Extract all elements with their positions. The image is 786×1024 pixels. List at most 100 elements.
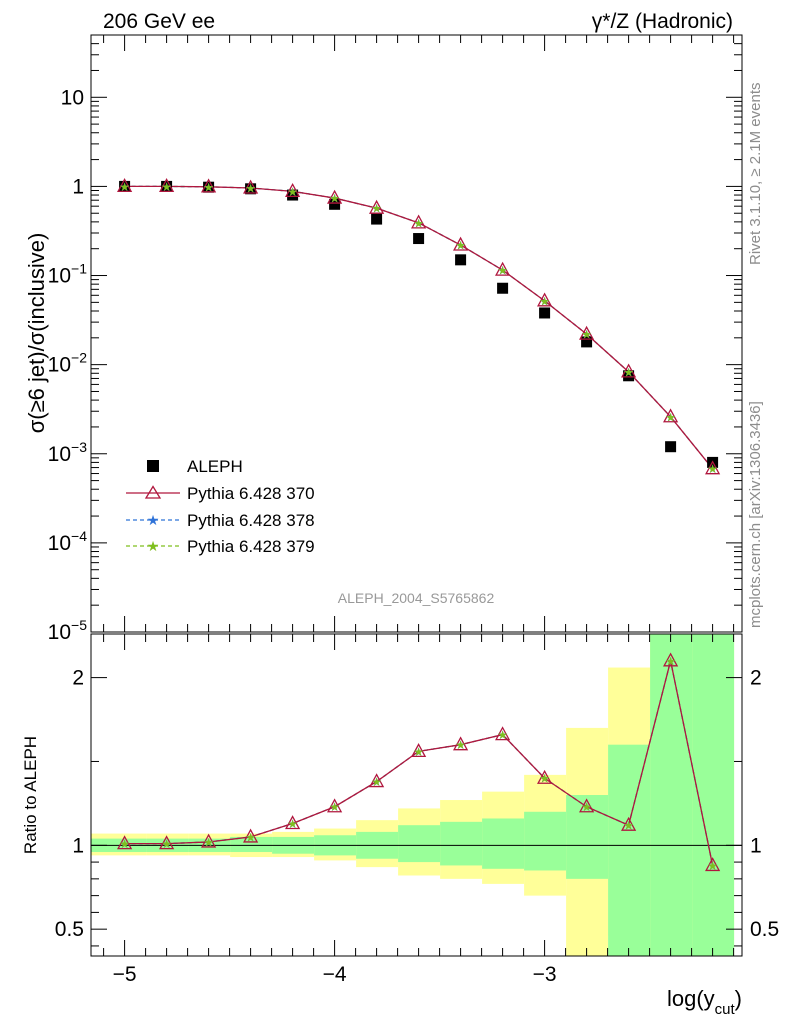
main-ytick-label: 10−4 bbox=[48, 528, 88, 555]
ratio-pythia378-point: ★ bbox=[287, 817, 298, 831]
main-ylabel: σ(≥6 jet)/σ(inclusive) bbox=[24, 233, 49, 434]
aleph-point bbox=[665, 441, 677, 453]
ratio-pythia379-point: ★ bbox=[329, 800, 340, 814]
pythia378-point: ★ bbox=[455, 239, 466, 253]
pythia379-point: ★ bbox=[413, 216, 424, 230]
ratio-pythia370-point bbox=[579, 798, 595, 813]
main-ytick-label: 10−3 bbox=[48, 439, 88, 466]
pythia378-point: ★ bbox=[371, 202, 382, 216]
ratio-pythia378-point: ★ bbox=[119, 837, 130, 851]
ratio-band-green bbox=[524, 811, 567, 871]
ratio-band-green bbox=[398, 825, 441, 863]
main-ytick-label: 10−2 bbox=[48, 350, 88, 377]
pythia379-point: ★ bbox=[623, 365, 634, 379]
pythia379-point: ★ bbox=[665, 410, 676, 424]
ratio-band-green bbox=[608, 744, 651, 956]
pythia379-point: ★ bbox=[119, 180, 130, 194]
ratio-pythia370-point bbox=[327, 798, 343, 813]
pythia378-point: ★ bbox=[623, 365, 634, 379]
aleph-point bbox=[119, 180, 131, 192]
pythia379-point: ★ bbox=[707, 462, 718, 476]
pythia379-point: ★ bbox=[287, 185, 298, 199]
ratio-pythia370-point bbox=[201, 833, 217, 848]
ratio-band-green bbox=[230, 836, 273, 853]
pythia378-point: ★ bbox=[161, 180, 172, 194]
pythia379-point: ★ bbox=[329, 192, 340, 206]
x-axis-title: log(ycut) bbox=[667, 986, 742, 1018]
pythia378-point: ★ bbox=[329, 192, 340, 206]
ratio-ylabel: Ratio to ALEPH bbox=[21, 736, 40, 854]
pythia378-point: ★ bbox=[497, 264, 508, 278]
header-right: γ*/Z (Hadronic) bbox=[592, 10, 733, 33]
ratio-band-green bbox=[692, 634, 735, 956]
pythia370-point bbox=[159, 178, 175, 193]
legend-marker-378: ★ bbox=[147, 512, 160, 528]
header-left: 206 GeV ee bbox=[103, 10, 215, 33]
pythia370-point bbox=[411, 214, 427, 229]
ratio-xtick-label: −5 bbox=[113, 963, 137, 986]
ratio-pythia370-point bbox=[159, 835, 175, 850]
ratio-pythia379-point: ★ bbox=[413, 745, 424, 759]
pythia378-point: ★ bbox=[245, 181, 256, 195]
ratio-pythia378-point: ★ bbox=[581, 800, 592, 814]
ratio-frame bbox=[90, 633, 743, 957]
ratio-pythia370-point bbox=[243, 828, 259, 843]
aleph-point bbox=[581, 336, 593, 348]
pythia379-point: ★ bbox=[161, 180, 172, 194]
legend-marker-370 bbox=[144, 485, 162, 499]
aleph-point bbox=[161, 180, 173, 192]
legend-label-378: Pythia 6.428 378 bbox=[187, 511, 315, 530]
pythia379-point: ★ bbox=[203, 180, 214, 194]
ratio-pythia378-point: ★ bbox=[497, 728, 508, 742]
ratio-pythia378-point: ★ bbox=[539, 772, 550, 786]
main-ytick-label: 10−1 bbox=[48, 261, 88, 288]
aleph-point bbox=[497, 282, 509, 294]
aleph-point bbox=[539, 307, 551, 319]
legend: ALEPH Pythia 6.428 370 ★ Pythia 6.428 37… bbox=[126, 457, 315, 556]
ratio-ytick-label-right: 2 bbox=[750, 667, 762, 690]
ratio-pythia378-point: ★ bbox=[329, 800, 340, 814]
ratio-pythia378-point: ★ bbox=[413, 745, 424, 759]
pythia370-point bbox=[705, 460, 721, 475]
legend-label-aleph: ALEPH bbox=[187, 457, 243, 476]
ratio-pythia370-point bbox=[621, 816, 637, 831]
pythia378-point: ★ bbox=[287, 185, 298, 199]
main-ytick-label: 1 bbox=[72, 175, 84, 198]
pythia378-point: ★ bbox=[665, 410, 676, 424]
aleph-point bbox=[371, 213, 383, 225]
ratio-ytick-label-right: 0.5 bbox=[750, 918, 779, 941]
pythia379-point: ★ bbox=[455, 239, 466, 253]
ratio-pythia379-point: ★ bbox=[161, 837, 172, 851]
main-frame bbox=[90, 34, 743, 633]
ratio-panel: ★★ ★★ ★★ ★★★★★★★★★★ ★★★★★★★★★★★★★★ −5 −4 −30.5… bbox=[21, 633, 779, 986]
pythia370-point bbox=[495, 261, 511, 276]
main-series-group: ★★ ★★ ★★ ★★ ★★ ★★★★★★★★★★★★★★★★★★★★ bbox=[117, 178, 721, 476]
aleph-point bbox=[287, 189, 299, 201]
ratio-pythia370-point bbox=[495, 726, 511, 741]
ratio-pythia379-point: ★ bbox=[119, 837, 130, 851]
pythia379-point: ★ bbox=[497, 264, 508, 278]
ratio-pythia379-point: ★ bbox=[665, 654, 676, 668]
pythia378-point: ★ bbox=[539, 294, 550, 308]
pythia379-point: ★ bbox=[371, 202, 382, 216]
ratio-pythia379-point: ★ bbox=[245, 830, 256, 844]
ratio-pythia378-point: ★ bbox=[161, 837, 172, 851]
ratio-pythia379-point: ★ bbox=[581, 800, 592, 814]
pythia378-point: ★ bbox=[581, 328, 592, 342]
pythia379-point: ★ bbox=[539, 294, 550, 308]
pythia370-point bbox=[117, 178, 133, 193]
pythia379-point: ★ bbox=[245, 181, 256, 195]
pythia370-point bbox=[579, 325, 595, 340]
pythia370-point bbox=[285, 182, 301, 198]
ratio-pythia379-point: ★ bbox=[497, 728, 508, 742]
aleph-point bbox=[623, 370, 635, 382]
ratio-band-green bbox=[566, 795, 609, 879]
ratio-series-line-0 bbox=[124, 660, 714, 866]
mcplots-label: mcplots.cern.ch [arXiv:1306.3436] bbox=[747, 401, 764, 628]
pythia370-point bbox=[327, 189, 343, 204]
ratio-ticks: −5 −4 −3 0.5 0.5 1 1 2 2 bbox=[55, 634, 779, 986]
ratio-pythia370-point bbox=[369, 773, 385, 788]
ratio-band-green bbox=[482, 818, 525, 869]
ratio-pythia378-point: ★ bbox=[623, 819, 634, 833]
ratio-pythia378-point: ★ bbox=[707, 859, 718, 873]
